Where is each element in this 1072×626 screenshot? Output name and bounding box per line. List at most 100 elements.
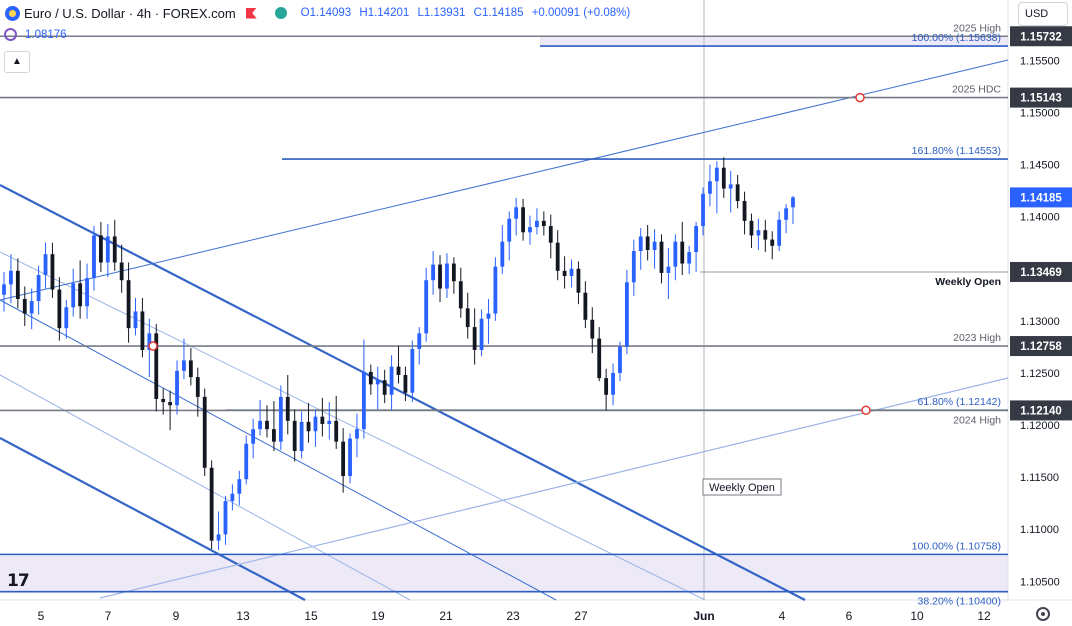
trend-channels <box>0 59 1009 601</box>
intersection-marker-3 <box>861 405 871 415</box>
price-tick-label: 1.12000 <box>1020 420 1060 432</box>
settings-gear-icon[interactable] <box>1036 607 1050 621</box>
candle-body <box>465 308 470 328</box>
price-tick-label: 1.15500 <box>1020 55 1060 67</box>
candle-body <box>756 230 761 236</box>
candle-body <box>548 226 553 243</box>
candle-body <box>590 319 595 339</box>
price-axis: 1.10500 1.11000 1.11500 1.12000 1.12500 1.130… <box>1010 26 1072 588</box>
annotation-box <box>702 478 782 496</box>
candle-body <box>216 534 221 541</box>
candle-body <box>666 266 671 273</box>
intersection-marker-1 <box>148 341 158 351</box>
candle-body <box>708 181 712 194</box>
candles <box>2 157 795 550</box>
candle-body <box>486 313 491 319</box>
horizontal-levels <box>0 35 1008 593</box>
annotation-text: Weekly Open <box>709 482 775 494</box>
low-value: L1.13931 <box>417 7 466 19</box>
candle-body <box>195 377 200 397</box>
candle-body <box>652 241 657 250</box>
candle-body <box>265 420 269 430</box>
candle-body <box>251 429 256 444</box>
time-tick-label: 7 <box>105 609 112 623</box>
price-badge <box>1010 26 1072 47</box>
level-label-2024-high: 2024 High <box>953 414 1001 426</box>
time-tick-label: 5 <box>38 609 45 623</box>
candle-body <box>161 398 166 403</box>
collapse-legend-button[interactable]: ▲ <box>4 51 30 73</box>
candle-body <box>624 282 629 347</box>
chart-header: Euro / U.S. Dollar · 4h · FOREX.com O1.1… <box>0 0 635 26</box>
flag-icon[interactable] <box>245 7 257 19</box>
candle-body <box>528 227 532 233</box>
price-badge <box>1010 87 1072 108</box>
candle-body <box>188 360 193 378</box>
candle-body <box>348 438 352 477</box>
candle-body <box>770 239 775 246</box>
price-tick-label: 1.10500 <box>1020 576 1060 588</box>
candle-body <box>576 268 581 293</box>
candle-body <box>43 254 48 275</box>
time-axis: 5 7 9 13 15 19 21 23 27 Jun 4 6 10 12 <box>38 609 991 623</box>
candle-body <box>638 236 643 252</box>
candle-body <box>154 333 159 399</box>
candle-body <box>555 242 560 271</box>
candle-body <box>742 201 747 221</box>
candle-body <box>631 251 636 283</box>
indicator-row[interactable]: 1.08176 <box>4 28 67 41</box>
candle-body <box>140 311 145 350</box>
candle-body <box>479 318 484 350</box>
close-value: C1.14185 <box>473 7 524 19</box>
time-tick-label: 21 <box>439 609 453 623</box>
level-label-161-80-1-14553: 161.80% (1.14553) <box>912 145 1001 157</box>
candle-body <box>313 416 318 432</box>
candle-body <box>645 236 650 250</box>
euro-symbol-icon <box>5 5 20 21</box>
candle-body <box>334 420 339 442</box>
candle-body <box>182 360 186 371</box>
candle-body <box>424 280 429 334</box>
candle-body <box>285 396 290 421</box>
symbol-title[interactable]: Euro / U.S. Dollar · 4h · FOREX.com <box>24 5 236 21</box>
candle-body <box>458 281 463 309</box>
candle-body <box>50 254 55 290</box>
candle-body <box>673 241 678 267</box>
candle-body <box>493 266 498 314</box>
intersection-markers <box>148 92 871 415</box>
candle-body <box>64 307 69 329</box>
candle-body <box>735 184 740 202</box>
candle-body <box>791 197 795 208</box>
time-tick-label: 12 <box>977 609 991 623</box>
change-value: +0.00091 (+0.08%) <box>531 7 631 19</box>
candle-body <box>15 270 20 299</box>
candle-body <box>541 220 546 227</box>
candle-body <box>306 421 311 432</box>
candle-body <box>535 220 539 228</box>
candle-body <box>659 241 664 273</box>
candle-body <box>2 284 6 295</box>
candle-body <box>701 193 705 227</box>
candle-body <box>175 370 179 406</box>
price-tick-label: 1.13000 <box>1020 316 1060 328</box>
candle-body <box>112 236 117 263</box>
currency-select[interactable]: USD <box>1018 2 1068 26</box>
time-tick-label: 23 <box>506 609 520 623</box>
candle-body <box>133 311 138 329</box>
tradingview-logo[interactable]: 17 <box>7 571 30 591</box>
candle-body <box>597 338 602 379</box>
candle-body <box>777 219 782 246</box>
candle-body <box>410 348 415 393</box>
candle-body <box>403 375 408 393</box>
channel-inner-line-1 <box>0 251 706 601</box>
demand-zone <box>0 36 1008 592</box>
candle-body <box>341 441 346 477</box>
candle-body <box>78 283 83 307</box>
candle-body <box>714 167 719 182</box>
level-label-38-20-1-10400: 38.20% (1.10400) <box>918 596 1001 608</box>
candle-body <box>119 262 124 281</box>
candle-body <box>237 479 242 494</box>
weekly-open-annotation: Weekly Open <box>702 478 782 496</box>
candle-body <box>168 402 173 406</box>
